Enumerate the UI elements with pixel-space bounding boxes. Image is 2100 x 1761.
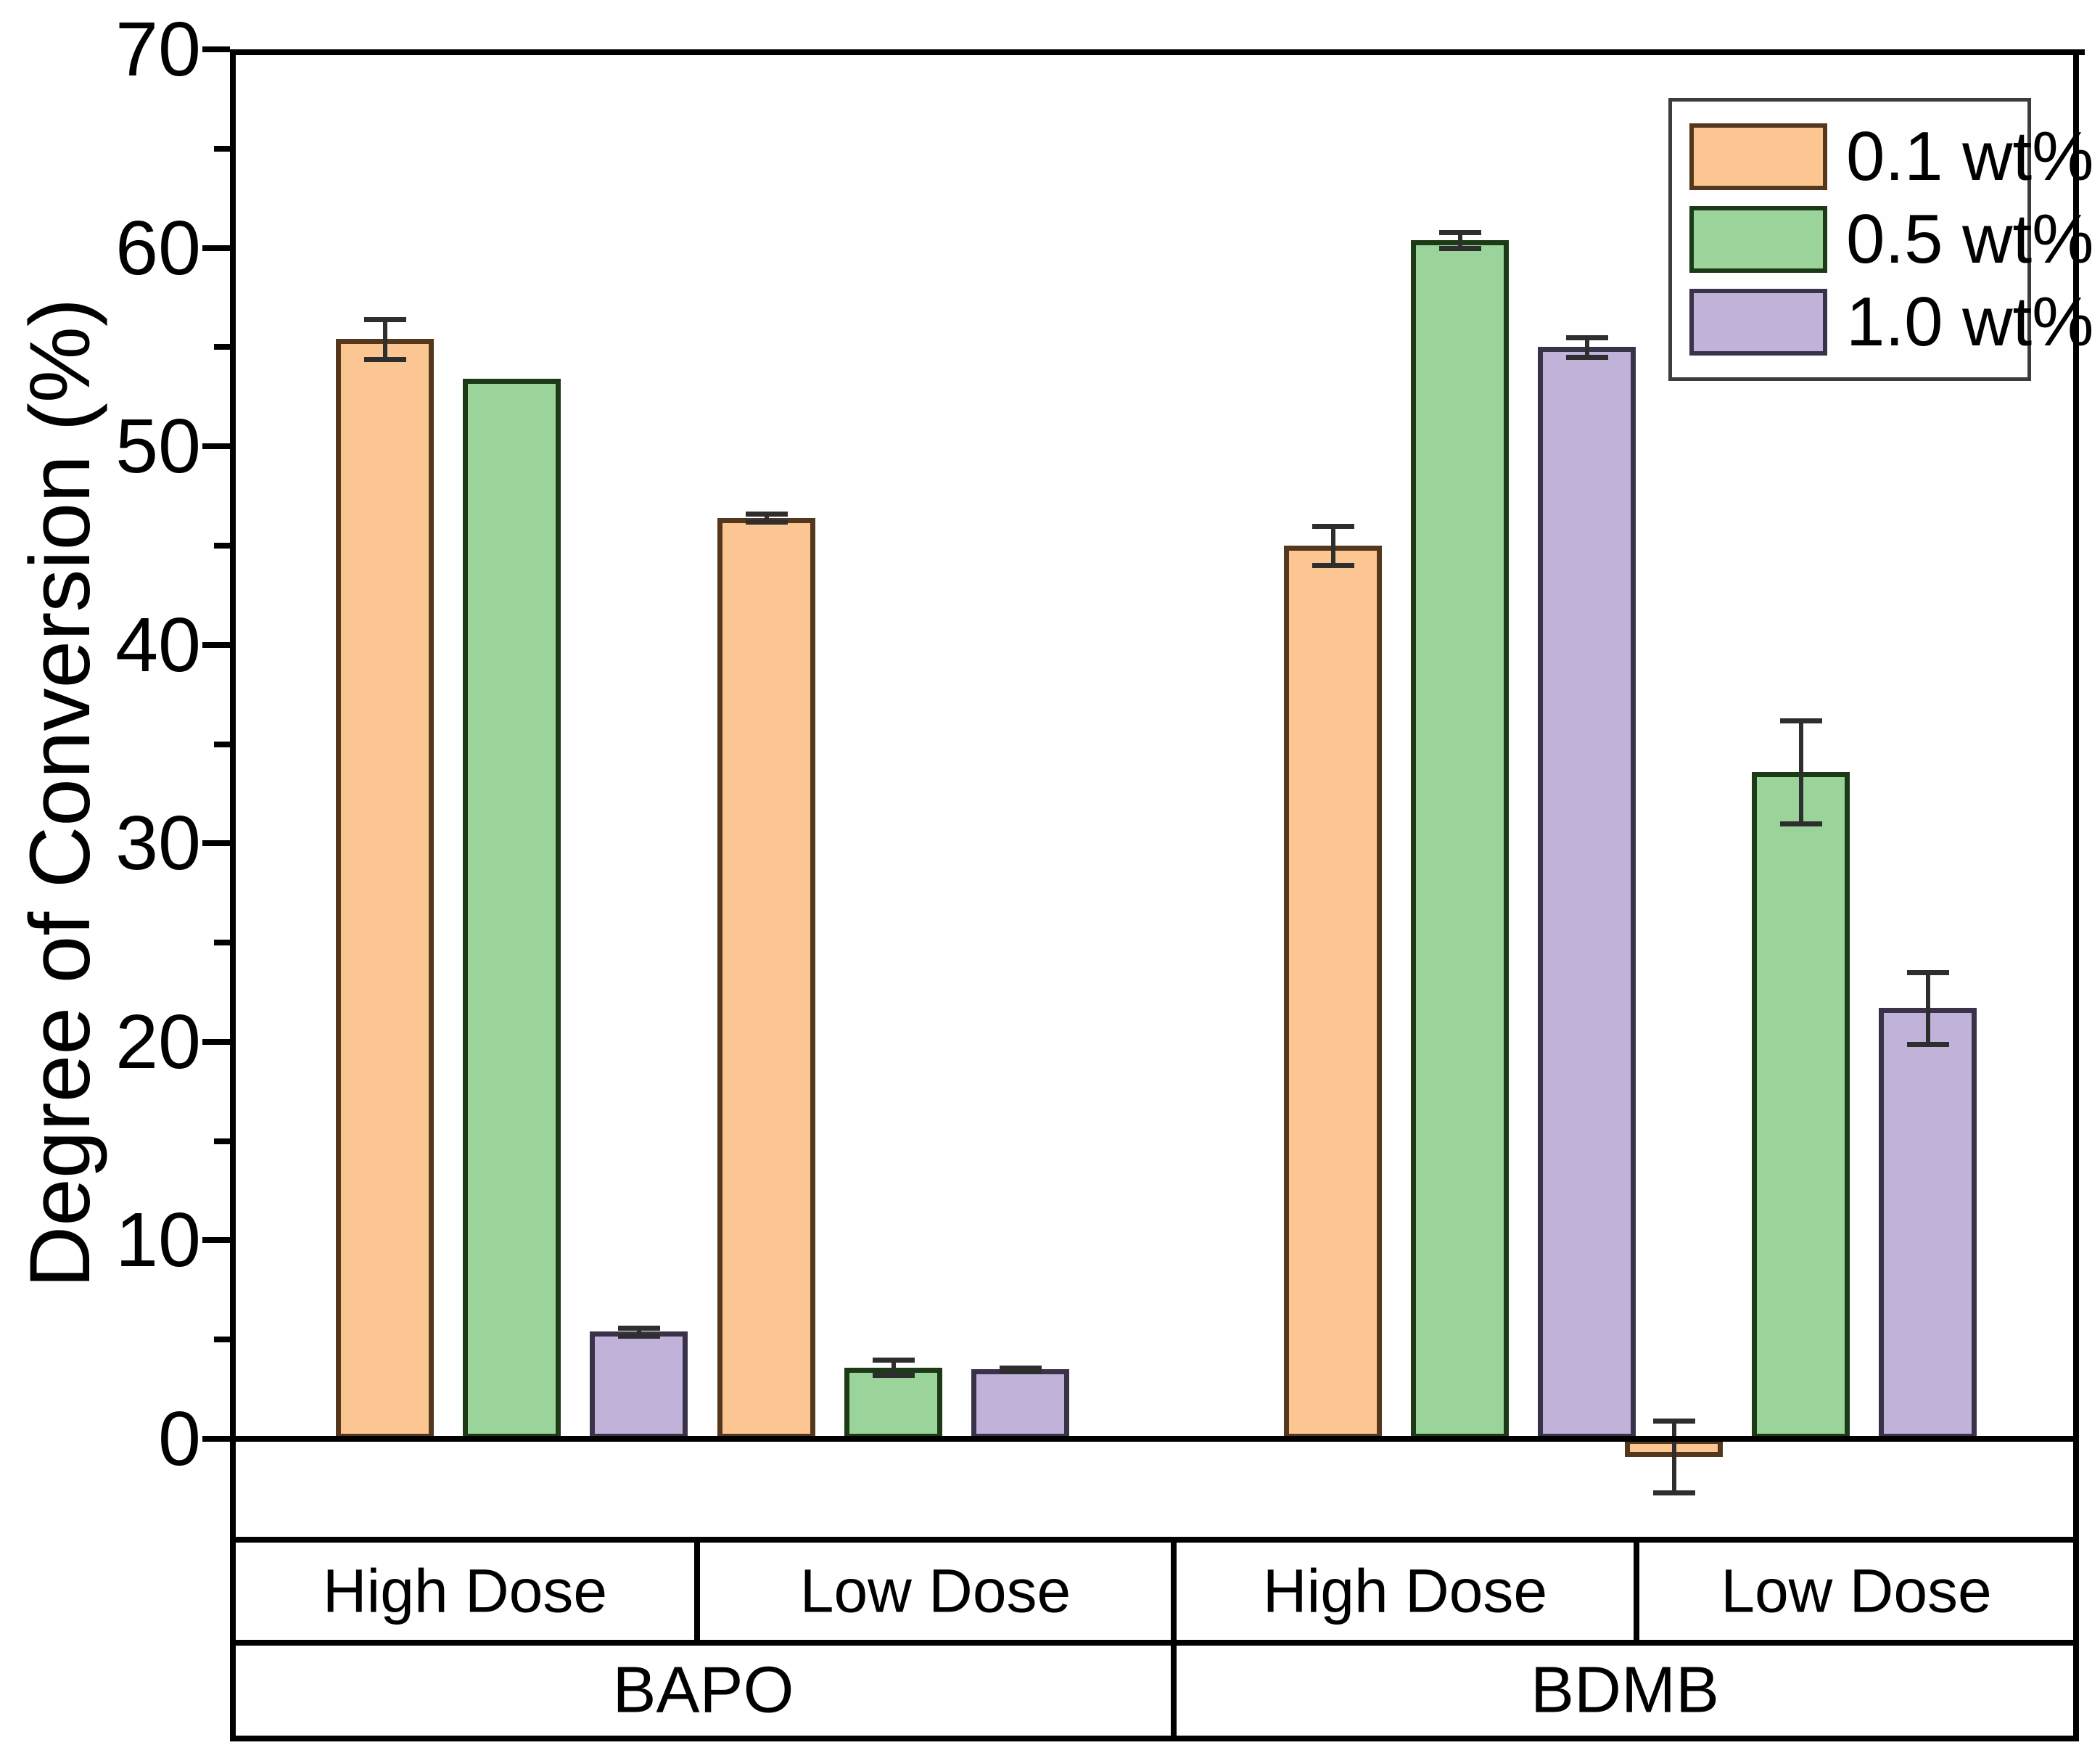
bar-bapo-low-dose-0.1wt%	[717, 517, 815, 1439]
y-minor-tick	[214, 1337, 230, 1343]
error-bar-stem	[1798, 720, 1803, 824]
error-bar-cap-bottom	[363, 356, 406, 362]
table-horizontal-line	[230, 1736, 2079, 1741]
bar-bdmb-low-dose-0.5wt%	[1752, 771, 1850, 1439]
y-minor-tick	[214, 542, 230, 549]
error-bar-cap-top	[745, 512, 788, 517]
y-major-tick	[202, 641, 230, 648]
error-bar-cap-top	[363, 317, 406, 323]
bar-bdmb-high-dose-1.0wt%	[1538, 347, 1636, 1439]
error-bar-cap-top	[1906, 970, 1949, 976]
error-bar-cap-top	[1652, 1419, 1695, 1424]
y-major-tick	[202, 1038, 230, 1045]
error-bar-stem	[636, 1327, 641, 1336]
table-divider-dose	[1634, 1537, 1639, 1646]
error-bar-cap-bottom	[1438, 245, 1481, 251]
y-tick-label: 40	[115, 602, 201, 688]
y-minor-tick	[214, 145, 230, 152]
legend-item: 0.5 wt%	[1689, 203, 2093, 276]
error-bar-cap-bottom	[617, 1333, 660, 1339]
y-tick-label: 10	[115, 1197, 201, 1284]
error-bar-cap-top	[1312, 523, 1354, 529]
zero-axis-line	[230, 1436, 2079, 1442]
legend-label: 0.1 wt%	[1846, 118, 2094, 195]
error-bar-cap-top	[999, 1365, 1042, 1371]
y-minor-tick	[214, 741, 230, 747]
axis-spine-top	[230, 49, 2085, 55]
error-bar-cap-bottom	[1312, 563, 1354, 569]
y-tick-label: 60	[115, 205, 201, 291]
y-tick-label: 70	[115, 7, 201, 92]
dose-cell-label: Low Dose	[799, 1556, 1071, 1625]
error-bar-stem	[1925, 972, 1930, 1044]
bar-bapo-high-dose-0.1wt%	[336, 339, 434, 1439]
legend-item: 1.0 wt%	[1689, 286, 2093, 358]
legend-swatch-0.5wt%	[1689, 206, 1827, 273]
bar-bdmb-low-dose-1.0wt%	[1879, 1008, 1977, 1439]
photoinitiator-cell-label: BDMB	[1530, 1654, 1720, 1727]
axis-spine-left	[230, 49, 236, 1741]
legend: 0.1 wt% 0.5 wt% 1.0 wt%	[1668, 98, 2093, 381]
error-bar-cap-bottom	[1565, 355, 1608, 361]
y-minor-tick	[214, 344, 230, 350]
legend-item: 0.1 wt%	[1689, 120, 2093, 193]
error-bar-cap-top	[1565, 334, 1608, 340]
error-bar-cap-bottom	[872, 1373, 915, 1379]
plot-area: 0.1 wt% 0.5 wt% 1.0 wt%	[230, 49, 2093, 1537]
error-bar-stem	[1330, 525, 1335, 566]
y-tick-label: 20	[115, 998, 201, 1085]
photoinitiator-cell-label: BAPO	[612, 1654, 794, 1727]
bar-bdmb-high-dose-0.1wt%	[1284, 545, 1382, 1439]
dose-cell-label: High Dose	[1262, 1556, 1548, 1625]
bar-bdmb-high-dose-0.5wt%	[1411, 239, 1509, 1439]
bar-bapo-low-dose-1.0wt%	[971, 1369, 1069, 1439]
table-horizontal-line	[230, 1640, 2079, 1646]
error-bar-cap-bottom	[1779, 821, 1822, 826]
bar-bapo-high-dose-0.5wt%	[463, 379, 561, 1439]
error-bar-stem	[1457, 231, 1462, 248]
error-bar-cap-top	[1779, 718, 1822, 723]
error-bar-cap-top	[1438, 229, 1481, 235]
error-bar-cap-top	[617, 1325, 660, 1331]
y-major-tick	[202, 245, 230, 251]
y-major-tick	[202, 1436, 230, 1442]
error-bar-stem	[764, 514, 769, 522]
y-major-tick	[202, 443, 230, 450]
y-major-tick	[202, 840, 230, 847]
bar-bapo-high-dose-1.0wt%	[590, 1331, 688, 1439]
y-tick-label: 0	[158, 1396, 201, 1482]
error-bar-stem	[382, 319, 387, 359]
error-bar-cap-bottom	[999, 1368, 1042, 1374]
error-bar-cap-bottom	[1906, 1041, 1949, 1047]
dose-cell-label: Low Dose	[1721, 1556, 1992, 1625]
error-bar-stem	[891, 1359, 896, 1376]
legend-label: 1.0 wt%	[1846, 283, 2094, 361]
y-major-tick	[202, 46, 230, 52]
error-bar-stem	[1584, 337, 1589, 358]
y-minor-tick	[214, 1138, 230, 1144]
y-tick-label: 30	[115, 800, 201, 887]
y-major-tick	[202, 1237, 230, 1244]
y-minor-tick	[214, 940, 230, 946]
legend-swatch-1.0wt%	[1689, 289, 1827, 356]
dose-cell-label: High Dose	[322, 1556, 608, 1625]
error-bar-stem	[1671, 1421, 1676, 1493]
table-horizontal-line	[230, 1537, 2079, 1543]
y-tick-label: 50	[115, 403, 201, 490]
error-bar-cap-bottom	[745, 520, 788, 525]
table-divider-group	[1171, 1537, 1177, 1741]
error-bar-cap-top	[872, 1357, 915, 1363]
table-divider-dose	[694, 1537, 700, 1646]
error-bar-cap-bottom	[1652, 1490, 1695, 1495]
legend-label: 0.5 wt%	[1846, 200, 2094, 278]
axis-spine-right	[2073, 49, 2079, 1741]
legend-swatch-0.1wt%	[1689, 123, 1827, 190]
